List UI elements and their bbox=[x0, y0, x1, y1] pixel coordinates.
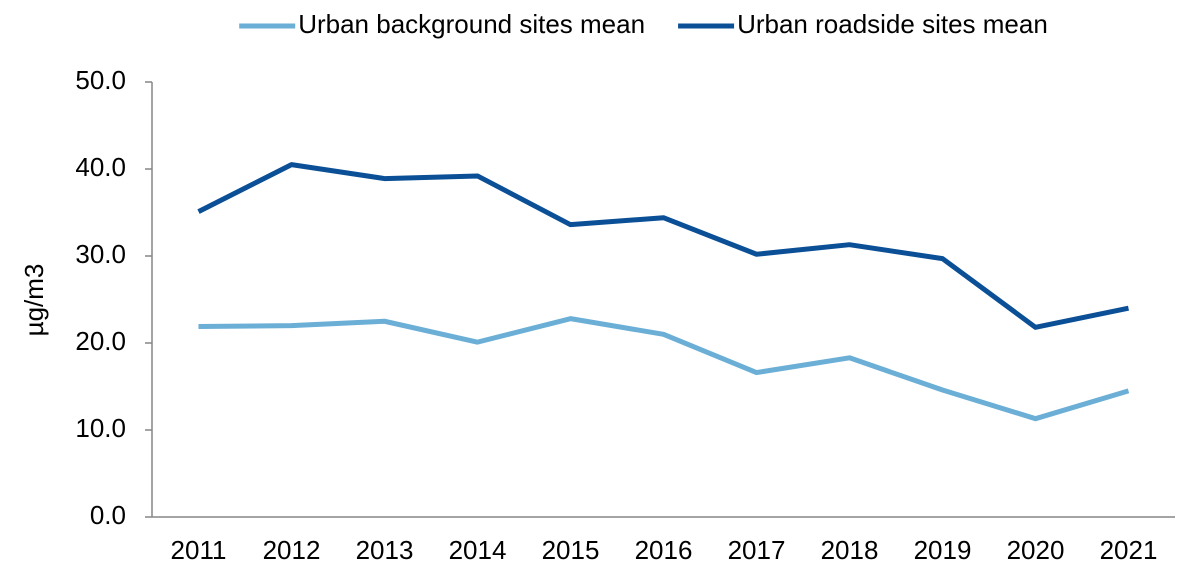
x-tick-label: 2011 bbox=[171, 535, 227, 565]
x-tick-label: 2016 bbox=[635, 535, 693, 565]
y-tick-label: 20.0 bbox=[75, 326, 126, 356]
x-tick-label: 2017 bbox=[728, 535, 786, 565]
y-axis-label: µg/m3 bbox=[19, 264, 49, 337]
x-tick-label: 2013 bbox=[356, 535, 414, 565]
x-tick-label: 2020 bbox=[1007, 535, 1065, 565]
x-tick-label: 2014 bbox=[449, 535, 507, 565]
y-tick-label: 40.0 bbox=[75, 152, 126, 182]
x-tick-label: 2018 bbox=[821, 535, 879, 565]
y-tick-label: 30.0 bbox=[75, 239, 126, 269]
x-tick-label: 2021 bbox=[1100, 535, 1158, 565]
x-tick-label: 2012 bbox=[263, 535, 321, 565]
legend-label: Urban roadside sites mean bbox=[737, 9, 1048, 39]
y-tick-label: 50.0 bbox=[75, 65, 126, 95]
series-line bbox=[198, 316, 1130, 422]
y-tick-label: 0.0 bbox=[90, 500, 126, 530]
x-tick-label: 2015 bbox=[542, 535, 600, 565]
legend-label: Urban background sites mean bbox=[298, 9, 645, 39]
series-line bbox=[197, 162, 1130, 330]
y-tick-label: 10.0 bbox=[75, 413, 126, 443]
x-tick-label: 2019 bbox=[914, 535, 972, 565]
